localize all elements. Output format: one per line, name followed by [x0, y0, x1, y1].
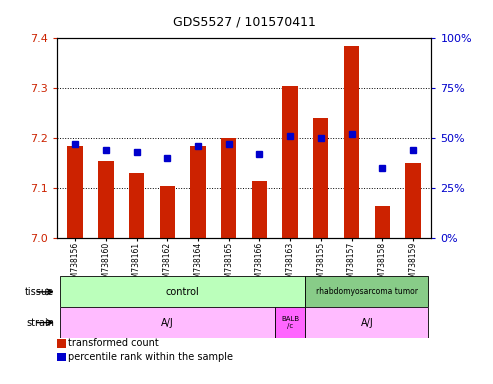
Bar	[98, 161, 113, 238]
Bar	[375, 206, 390, 238]
Bar	[252, 181, 267, 238]
Text: A/J: A/J	[360, 318, 373, 328]
Text: rhabdomyosarcoma tumor: rhabdomyosarcoma tumor	[316, 287, 418, 296]
Text: GDS5527 / 101570411: GDS5527 / 101570411	[173, 15, 316, 28]
Bar	[306, 276, 428, 307]
Text: percentile rank within the sample: percentile rank within the sample	[68, 352, 233, 362]
Text: BALB
/c: BALB /c	[281, 316, 299, 329]
Bar	[282, 86, 298, 238]
Bar	[221, 138, 236, 238]
Bar	[313, 118, 328, 238]
Bar	[306, 307, 428, 338]
Bar	[60, 307, 275, 338]
Text: transformed count: transformed count	[68, 338, 158, 348]
Bar	[405, 163, 421, 238]
Bar	[60, 276, 306, 307]
Bar	[129, 173, 144, 238]
Text: tissue: tissue	[25, 287, 54, 297]
Text: control: control	[166, 287, 200, 297]
Text: strain: strain	[26, 318, 54, 328]
Bar	[190, 146, 206, 238]
Bar	[344, 46, 359, 238]
Bar	[160, 186, 175, 238]
Text: A/J: A/J	[161, 318, 174, 328]
Bar	[68, 146, 83, 238]
Bar	[275, 307, 306, 338]
